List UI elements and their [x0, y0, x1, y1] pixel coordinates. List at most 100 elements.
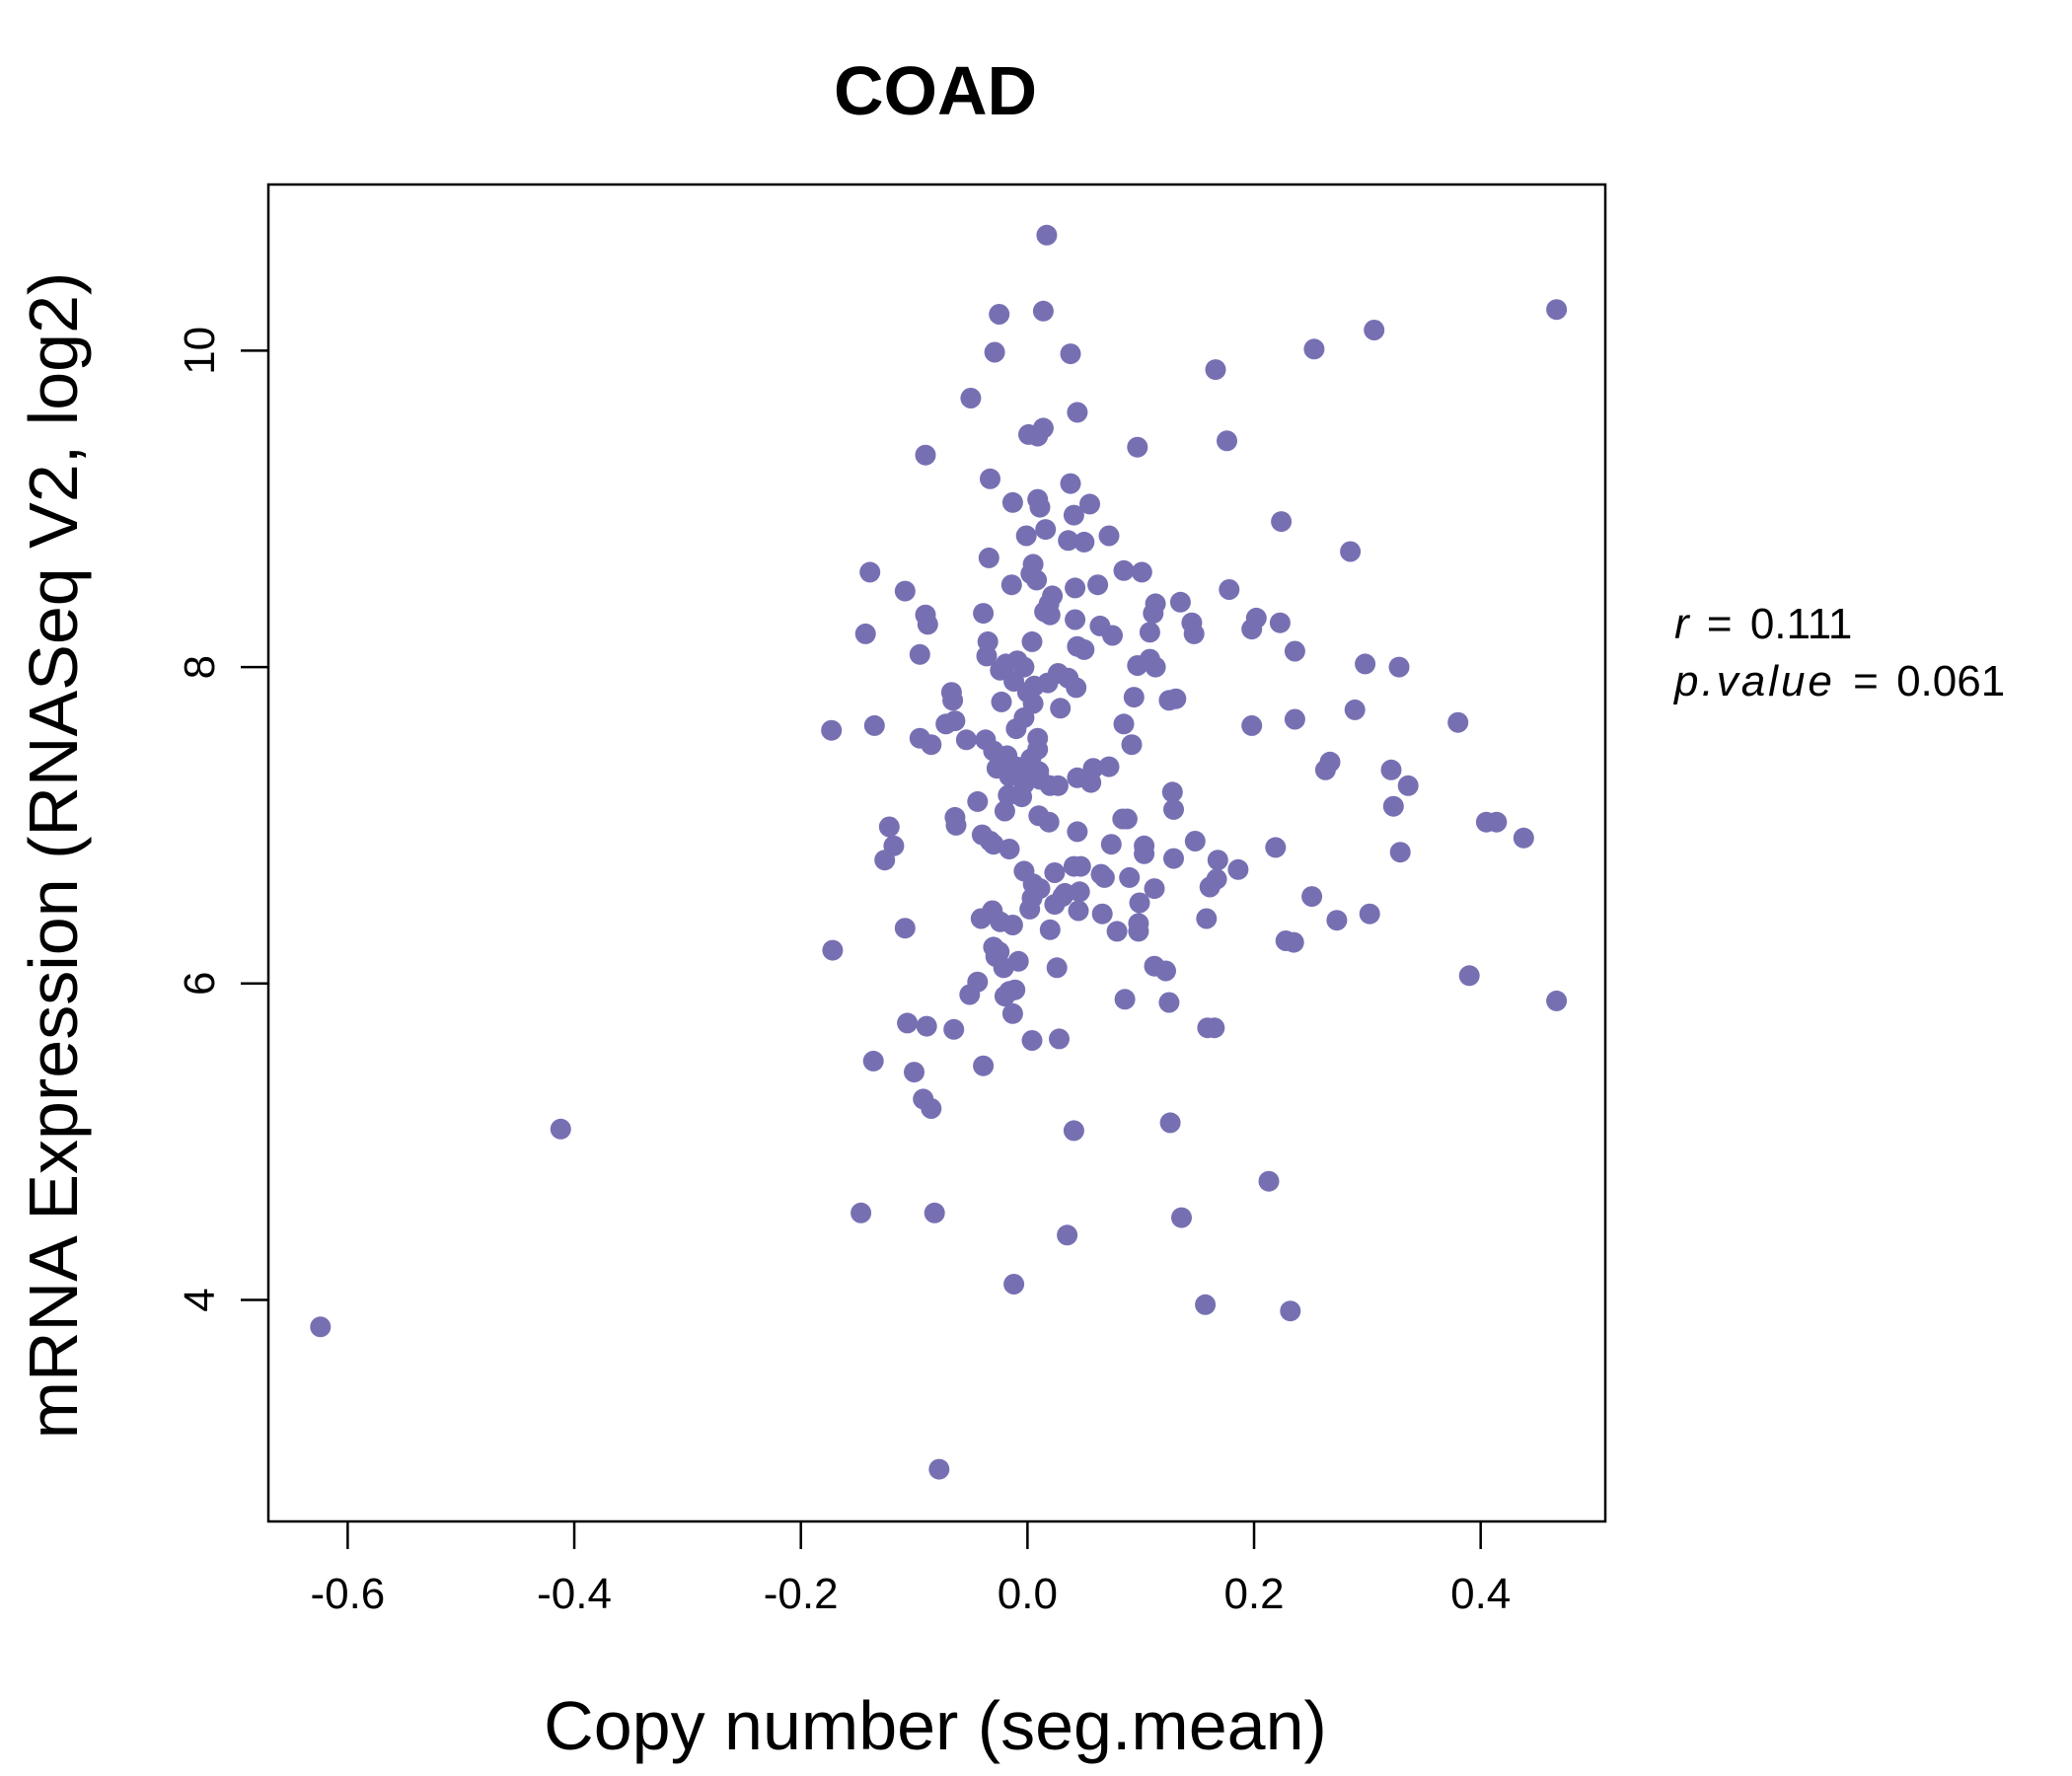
data-point	[1161, 781, 1183, 803]
data-point	[550, 1118, 571, 1140]
data-point	[1021, 630, 1043, 652]
data-point	[1100, 834, 1122, 855]
data-point	[942, 690, 964, 711]
data-point	[1204, 1017, 1225, 1039]
data-point	[983, 834, 1004, 855]
data-point	[1314, 759, 1336, 780]
data-point	[1116, 808, 1138, 830]
data-point	[955, 729, 977, 751]
data-point	[1039, 604, 1061, 626]
data-point	[1546, 990, 1568, 1011]
data-point	[1219, 579, 1240, 600]
data-point	[1068, 900, 1089, 922]
r-equals: =	[1707, 600, 1733, 648]
data-point	[851, 1202, 872, 1223]
x-tick-label: -0.6	[310, 1570, 385, 1618]
data-point	[1128, 921, 1149, 942]
data-point	[894, 918, 916, 939]
data-point	[980, 468, 1000, 489]
data-point	[1098, 756, 1120, 777]
data-point	[915, 444, 936, 466]
data-point	[1065, 577, 1086, 599]
data-point	[1038, 811, 1060, 833]
data-point	[1114, 989, 1136, 1010]
data-point	[1145, 656, 1166, 678]
p-value: 0.061	[1896, 657, 2005, 705]
data-point	[1207, 850, 1228, 871]
data-point	[1217, 430, 1237, 452]
data-point	[984, 341, 1005, 363]
data-point	[1344, 699, 1366, 720]
data-point	[1127, 436, 1148, 458]
data-point	[1340, 541, 1362, 562]
y-axis-label: mRNA Expression (RNASeq V2, log2)	[15, 272, 92, 1440]
data-point	[1165, 688, 1187, 709]
data-point	[1060, 473, 1081, 494]
data-point	[1087, 574, 1109, 596]
data-point	[1169, 591, 1191, 613]
data-point	[943, 1018, 965, 1040]
data-point	[967, 790, 989, 812]
x-tick-label: 0.4	[1450, 1570, 1511, 1618]
data-point	[976, 645, 998, 667]
data-point	[1359, 903, 1380, 925]
data-point	[1163, 848, 1184, 869]
x-tick-label: -0.4	[537, 1570, 612, 1618]
data-point	[1047, 775, 1069, 796]
data-point	[994, 800, 1015, 822]
data-point	[1269, 612, 1291, 633]
data-point	[1139, 622, 1160, 643]
svg-text:r = 0.111: r = 0.111	[1674, 600, 1852, 648]
data-point	[1046, 957, 1068, 979]
data-point	[1184, 831, 1206, 851]
y-axis: 4 6 8 10	[176, 327, 268, 1312]
data-point	[1057, 1224, 1078, 1246]
p-symbol: p.value	[1672, 657, 1835, 705]
data-point	[993, 957, 1014, 979]
data-point	[1388, 656, 1410, 678]
y-tick-label: 4	[176, 1288, 224, 1311]
data-point	[1127, 655, 1148, 676]
data-point	[994, 986, 1015, 1007]
data-point	[1044, 862, 1066, 883]
data-point	[1158, 992, 1180, 1013]
data-point	[894, 580, 916, 602]
data-point	[978, 547, 999, 568]
data-point	[1134, 843, 1155, 864]
data-point	[1389, 842, 1411, 863]
data-point	[1065, 609, 1086, 630]
x-axis: -0.6 -0.4 -0.2 0.0 0.2 0.4	[310, 1521, 1511, 1618]
data-point	[924, 1202, 945, 1223]
data-point	[909, 643, 930, 665]
data-point	[1199, 876, 1221, 898]
p-equals: =	[1853, 657, 1879, 705]
data-point	[928, 1458, 950, 1480]
data-point	[874, 850, 896, 871]
data-point	[1032, 300, 1054, 322]
data-point	[1102, 625, 1123, 646]
data-point	[1159, 1112, 1181, 1134]
data-point	[1143, 603, 1164, 625]
data-point	[854, 623, 876, 644]
data-point	[1044, 894, 1066, 916]
data-point	[1013, 706, 1035, 728]
data-point	[1196, 908, 1218, 929]
data-point	[1001, 1002, 1023, 1024]
data-point	[1283, 931, 1304, 953]
data-point	[945, 814, 967, 836]
data-point	[1098, 525, 1120, 547]
data-point	[916, 1015, 937, 1037]
x-axis-label: Copy number (seg.mean)	[544, 1687, 1327, 1764]
data-point	[970, 908, 992, 929]
correlation-annotation: r = 0.111 p.value = 0.061	[1672, 600, 2005, 705]
data-point	[1364, 320, 1385, 340]
data-point	[1019, 898, 1041, 920]
data-point	[1091, 903, 1113, 925]
data-point	[1067, 821, 1088, 843]
data-point	[1011, 786, 1033, 808]
data-point	[821, 719, 843, 741]
data-point	[1241, 714, 1263, 736]
data-point	[1301, 886, 1323, 908]
data-point	[1227, 858, 1249, 880]
data-point	[1073, 531, 1095, 553]
